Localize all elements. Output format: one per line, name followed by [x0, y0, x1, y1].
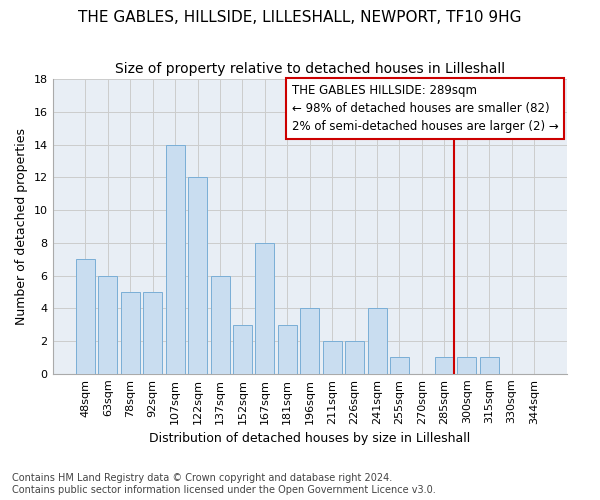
Bar [457, 358, 476, 374]
Bar [435, 358, 454, 374]
Title: Size of property relative to detached houses in Lilleshall: Size of property relative to detached ho… [115, 62, 505, 76]
Bar [345, 341, 364, 374]
Bar [166, 144, 185, 374]
Bar [188, 178, 207, 374]
Bar [211, 276, 230, 374]
Text: THE GABLES, HILLSIDE, LILLESHALL, NEWPORT, TF10 9HG: THE GABLES, HILLSIDE, LILLESHALL, NEWPOR… [78, 10, 522, 25]
Bar [479, 358, 499, 374]
Bar [368, 308, 386, 374]
Bar [300, 308, 319, 374]
Text: Contains HM Land Registry data © Crown copyright and database right 2024.
Contai: Contains HM Land Registry data © Crown c… [12, 474, 436, 495]
Bar [323, 341, 342, 374]
Bar [76, 259, 95, 374]
Bar [233, 324, 252, 374]
Bar [278, 324, 297, 374]
Text: THE GABLES HILLSIDE: 289sqm
← 98% of detached houses are smaller (82)
2% of semi: THE GABLES HILLSIDE: 289sqm ← 98% of det… [292, 84, 559, 133]
Bar [256, 243, 274, 374]
Bar [143, 292, 162, 374]
X-axis label: Distribution of detached houses by size in Lilleshall: Distribution of detached houses by size … [149, 432, 470, 445]
Y-axis label: Number of detached properties: Number of detached properties [15, 128, 28, 325]
Bar [121, 292, 140, 374]
Bar [98, 276, 118, 374]
Bar [390, 358, 409, 374]
